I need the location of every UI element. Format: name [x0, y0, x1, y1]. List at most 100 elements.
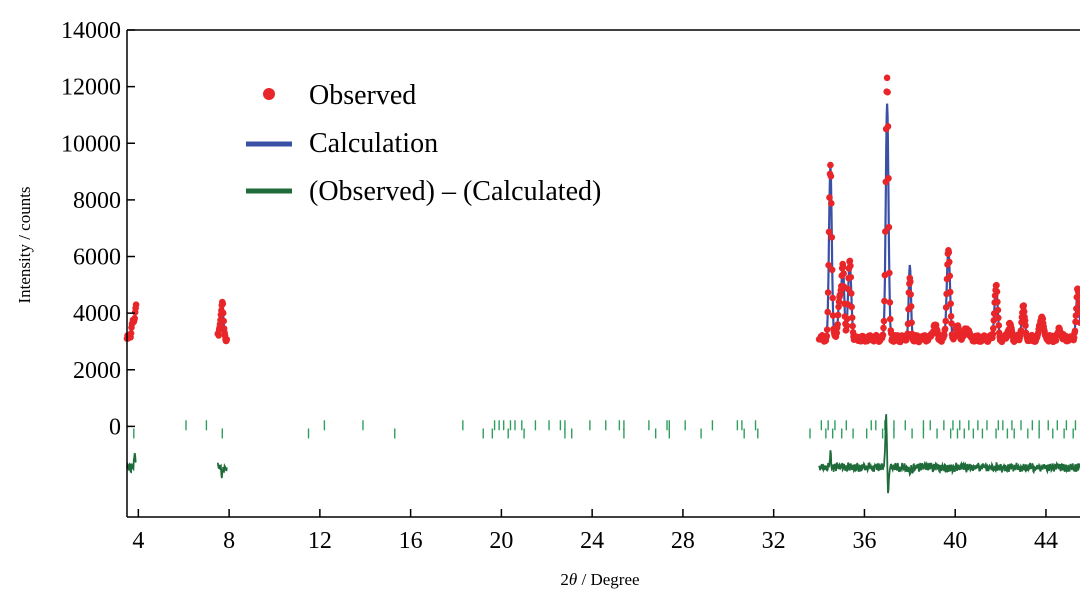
observed-point — [824, 289, 832, 296]
observed-point — [993, 288, 1001, 296]
observed-point — [848, 314, 856, 322]
observed-point — [885, 175, 892, 182]
observed-point — [849, 322, 856, 330]
observed-point — [881, 297, 888, 305]
observed-point — [847, 262, 854, 270]
observed-point — [1020, 302, 1027, 309]
difference-line — [818, 414, 1080, 494]
y-tick-label: 4000 — [73, 301, 121, 327]
x-tick-label: 20 — [489, 528, 513, 554]
observed-point — [1022, 322, 1029, 329]
observed-point — [843, 315, 851, 323]
observed-point — [946, 272, 954, 280]
observed-point — [223, 336, 231, 343]
observed-point — [948, 320, 955, 327]
observed-point — [908, 319, 915, 327]
y-tick-label: 2000 — [73, 358, 121, 384]
observed-point — [886, 269, 893, 277]
observed-points-layer — [123, 74, 1080, 346]
observed-point — [886, 299, 894, 306]
observed-point — [131, 315, 138, 322]
observed-point — [947, 313, 955, 320]
observed-point — [823, 332, 831, 340]
observed-point — [989, 330, 997, 338]
observed-point — [885, 223, 893, 231]
observed-point — [880, 324, 887, 332]
observed-point — [823, 326, 831, 334]
observed-point — [1075, 299, 1080, 307]
observed-point — [942, 317, 949, 325]
x-tick-label: 44 — [1034, 528, 1058, 554]
observed-point — [847, 273, 855, 281]
observed-point — [848, 303, 855, 311]
y-tick-label: 12000 — [61, 75, 121, 101]
x-tick-label: 16 — [399, 528, 423, 554]
x-tick-label: 36 — [852, 528, 876, 554]
legend-observed-marker — [263, 88, 275, 100]
observed-point — [220, 317, 227, 325]
y-axis-title: Intensity / counts — [15, 186, 34, 303]
observed-point — [880, 317, 888, 325]
legend: Observed Calculation (Observed) – (Calcu… — [246, 80, 601, 207]
observed-point — [1076, 319, 1080, 326]
x-tick-label: 24 — [580, 528, 604, 554]
observed-point — [941, 332, 948, 339]
observed-point — [884, 123, 892, 130]
observed-point — [1020, 308, 1028, 316]
y-tick-label: 6000 — [73, 245, 121, 271]
observed-point — [848, 290, 855, 297]
observed-point — [826, 194, 833, 201]
observed-point — [834, 321, 841, 328]
y-tick-label: 0 — [109, 414, 121, 440]
x-tick-label: 28 — [671, 528, 695, 554]
observed-point — [945, 249, 953, 256]
observed-point — [834, 311, 842, 319]
x-tick-label: 8 — [223, 528, 235, 554]
difference-line — [126, 452, 137, 474]
observed-point — [946, 258, 953, 266]
legend-calculation-label: Calculation — [309, 128, 438, 159]
observed-point — [942, 304, 950, 311]
observed-point — [879, 331, 887, 339]
observed-point — [907, 278, 914, 286]
observed-point — [840, 270, 847, 277]
observed-point — [1070, 334, 1078, 342]
observed-point — [846, 257, 854, 265]
legend-difference-label: (Observed) – (Calculated) — [309, 176, 601, 207]
observed-point — [995, 314, 1002, 322]
observed-point — [219, 309, 227, 317]
observed-point — [825, 228, 833, 236]
observed-point — [127, 330, 135, 337]
x-axis-ticks: 4 8 12 16 20 24 28 32 36 40 44 — [132, 509, 1058, 554]
observed-point — [829, 294, 836, 302]
observed-point — [907, 291, 914, 298]
observed-point — [833, 329, 841, 337]
x-tick-label: 4 — [132, 528, 144, 554]
axes-frame — [126, 29, 1080, 518]
observed-point — [825, 261, 832, 269]
difference-line — [216, 462, 228, 479]
observed-point — [219, 300, 227, 308]
observed-point — [994, 298, 1001, 306]
observed-point — [828, 266, 836, 274]
observed-point — [132, 301, 140, 309]
observed-point — [883, 74, 891, 82]
legend-observed-label: Observed — [309, 80, 416, 111]
observed-point — [828, 200, 835, 207]
observed-point — [946, 288, 954, 296]
observed-point — [1075, 292, 1080, 299]
reflection-markers — [133, 420, 1077, 439]
observed-point — [990, 325, 997, 332]
observed-point — [907, 303, 915, 310]
observed-point — [994, 306, 1002, 314]
observed-point — [215, 332, 222, 339]
x-tick-label: 40 — [943, 528, 967, 554]
observed-point — [887, 315, 894, 323]
calculated-curve-layer — [127, 103, 1080, 340]
observed-point — [828, 234, 836, 241]
y-tick-label: 10000 — [61, 131, 121, 157]
observed-point — [995, 322, 1003, 329]
observed-point — [884, 88, 891, 96]
observed-point — [941, 325, 949, 333]
